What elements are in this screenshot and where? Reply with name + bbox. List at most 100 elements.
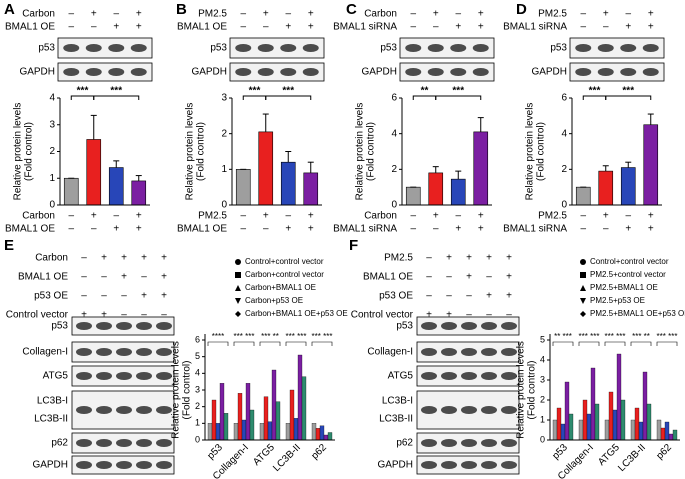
significance-bracket — [207, 341, 229, 346]
condition-name: BMAL1 OE — [5, 22, 55, 33]
y-axis-label: (Fold control) — [527, 361, 538, 420]
bar — [275, 401, 281, 441]
condition-sign: – — [240, 224, 246, 235]
bar — [620, 399, 626, 441]
x-tick-label: p53 — [205, 442, 225, 462]
bar — [646, 403, 652, 441]
y-axis-label: (Fold control) — [24, 122, 35, 181]
bar — [233, 423, 239, 441]
bar — [556, 407, 562, 441]
y-tick-label: 4 — [540, 354, 545, 364]
blot-band — [427, 68, 444, 76]
y-tick-label: 0 — [391, 200, 397, 211]
y-axis-label: (Fold control) — [366, 122, 377, 181]
condition-sign: – — [240, 22, 246, 33]
blot-band — [76, 461, 92, 469]
blot-band — [136, 439, 152, 447]
y-axis-label: Relative protein levels — [516, 341, 527, 439]
significance-label: *** *** — [312, 332, 333, 341]
bar — [267, 421, 273, 441]
bar — [405, 186, 421, 206]
bar — [608, 391, 614, 441]
blot-label: GAPDH — [531, 67, 567, 78]
condition-name: BMAL1 OE — [177, 22, 227, 33]
bar — [211, 399, 217, 441]
bar — [259, 423, 265, 441]
y-tick-label: 2 — [49, 146, 55, 157]
blot-band — [481, 372, 497, 380]
y-axis-label: (Fold control) — [536, 122, 547, 181]
condition-sign: – — [580, 211, 586, 222]
x-tick-label: p53 — [550, 442, 570, 462]
blot-band — [96, 461, 112, 469]
condition-name: Control vector — [6, 310, 69, 321]
blot-band — [85, 44, 102, 52]
blot-label: p53 — [38, 43, 55, 54]
condition-sign: + — [101, 253, 107, 264]
condition-sign: + — [648, 22, 654, 33]
blot-band — [136, 322, 152, 330]
bar — [668, 433, 674, 441]
blot-label: LC3B-I — [37, 396, 68, 407]
blot-band — [76, 439, 92, 447]
condition-sign: – — [141, 310, 147, 321]
bar — [473, 131, 489, 206]
blot-band — [156, 406, 172, 414]
condition-name: PM2.5 — [198, 211, 227, 222]
bar — [612, 409, 618, 441]
condition-sign: + — [466, 253, 472, 264]
condition-name: BMAL1 siRNA — [503, 22, 567, 33]
blot-band — [280, 68, 297, 76]
condition-sign: + — [648, 9, 654, 20]
bar — [428, 172, 444, 206]
bar — [237, 393, 243, 441]
significance-bracket — [233, 341, 255, 346]
condition-sign: – — [580, 9, 586, 20]
condition-sign: – — [101, 272, 107, 283]
condition-sign: – — [410, 22, 416, 33]
blot-band — [481, 348, 497, 356]
legend-label: PM2.5+control vector — [590, 270, 666, 279]
blot-band — [461, 372, 477, 380]
blot-band — [501, 322, 517, 330]
bar — [293, 418, 299, 441]
condition-sign: + — [446, 253, 452, 264]
condition-sign: + — [161, 253, 167, 264]
blot-band — [461, 348, 477, 356]
x-tick-label: LC3B-II — [616, 442, 648, 474]
condition-sign: – — [113, 9, 119, 20]
blot-band — [481, 439, 497, 447]
blot-band — [116, 461, 132, 469]
blot-label: GAPDH — [191, 67, 227, 78]
condition-sign: – — [410, 211, 416, 222]
blot-box — [57, 37, 153, 59]
blot-band — [597, 68, 614, 76]
blot-band — [441, 322, 457, 330]
condition-sign: + — [136, 9, 142, 20]
y-tick-label: 3 — [540, 374, 545, 384]
condition-name: Carbon — [35, 253, 68, 264]
condition-name: p53 OE — [34, 291, 68, 302]
condition-sign: – — [466, 291, 472, 302]
condition-name: Carbon — [364, 211, 397, 222]
blot-band — [461, 322, 477, 330]
bar — [303, 172, 319, 206]
blot-band — [116, 348, 132, 356]
y-tick-label: 2 — [391, 164, 397, 175]
condition-sign: + — [466, 272, 472, 283]
significance-label: *** *** — [657, 332, 678, 341]
y-tick-label: 2 — [195, 401, 200, 411]
y-tick-label: 1 — [540, 414, 545, 424]
condition-sign: + — [91, 9, 97, 20]
blot-label: p53 — [396, 321, 413, 332]
condition-sign: – — [410, 224, 416, 235]
significance-label: *** — [77, 86, 89, 97]
bar — [63, 177, 79, 206]
condition-sign: – — [161, 310, 167, 321]
blot-label: LC3B-II — [34, 414, 68, 425]
legend-marker — [580, 311, 586, 317]
bar — [630, 419, 636, 441]
blot-band — [235, 68, 252, 76]
bar — [586, 413, 592, 441]
blot-band — [156, 439, 172, 447]
